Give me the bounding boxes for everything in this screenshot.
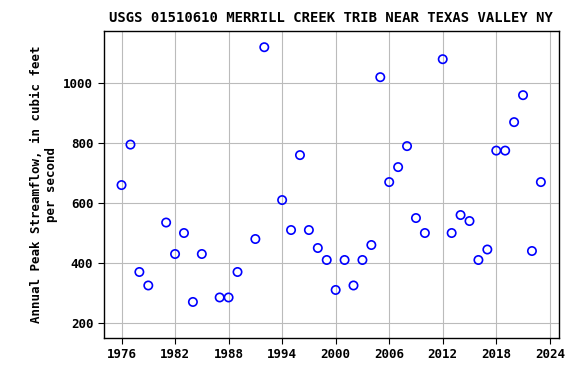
Point (510, 119, 519, 125)
Point (170, 251, 180, 257)
Point (224, 295, 233, 301)
Point (143, 282, 153, 288)
Point (447, 230, 456, 236)
Point (438, 56, 448, 62)
Point (286, 227, 295, 233)
Point (135, 269, 144, 275)
Point (420, 230, 430, 236)
Point (215, 295, 224, 301)
Point (376, 74, 385, 80)
Point (278, 197, 287, 203)
Point (483, 247, 492, 253)
Point (188, 299, 198, 305)
Point (251, 236, 260, 242)
Point (260, 44, 269, 50)
Point (456, 212, 465, 218)
Point (465, 218, 474, 224)
Point (474, 257, 483, 263)
Point (161, 220, 170, 226)
Point (492, 147, 501, 154)
Point (117, 182, 126, 188)
Point (518, 92, 528, 98)
Title: USGS 01510610 MERRILL CREEK TRIB NEAR TEXAS VALLEY NY: USGS 01510610 MERRILL CREEK TRIB NEAR TE… (109, 12, 553, 25)
Point (349, 282, 358, 288)
Point (536, 179, 545, 185)
Point (179, 230, 188, 236)
Point (385, 179, 394, 185)
Point (501, 147, 510, 154)
Y-axis label: Annual Peak Streamflow, in cubic feet
per second: Annual Peak Streamflow, in cubic feet pe… (30, 46, 58, 323)
Point (358, 257, 367, 263)
Point (393, 164, 403, 170)
Point (411, 215, 420, 221)
Point (367, 242, 376, 248)
Point (304, 227, 313, 233)
Point (295, 152, 305, 158)
Point (233, 269, 242, 275)
Point (331, 287, 340, 293)
Point (403, 143, 412, 149)
Point (313, 245, 323, 251)
Point (340, 257, 349, 263)
Point (322, 257, 331, 263)
Point (528, 248, 537, 254)
Point (126, 142, 135, 148)
Point (197, 251, 206, 257)
